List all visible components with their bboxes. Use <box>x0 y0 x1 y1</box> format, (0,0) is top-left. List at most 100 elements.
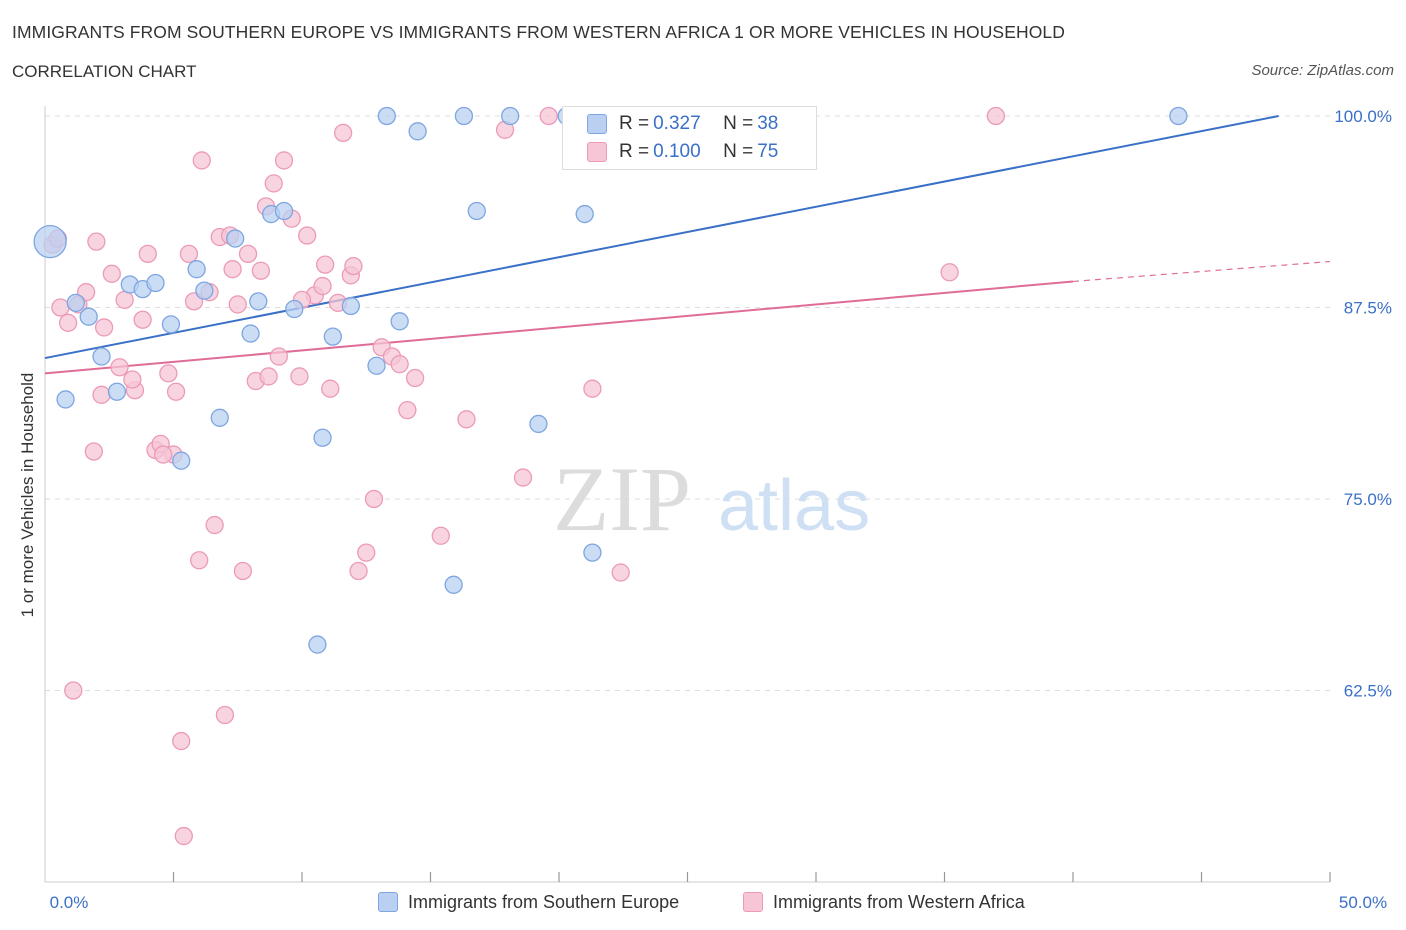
point-southern-europe <box>210 408 229 427</box>
point-western-africa <box>123 370 142 389</box>
point-western-africa <box>64 681 83 700</box>
trend-lines <box>44 115 1331 375</box>
point-western-africa <box>259 367 278 386</box>
point-southern-europe <box>241 324 260 343</box>
point-western-africa <box>390 355 409 374</box>
point-western-africa <box>233 561 253 581</box>
point-western-africa <box>274 151 294 170</box>
point-southern-europe <box>56 390 75 409</box>
watermark-zip: ZIP <box>553 448 691 550</box>
tick-labels: 62.5% 75.0% 87.5% 100.0% 0.0% 50.0% <box>50 107 1392 912</box>
x-tick-label: 0.0% <box>50 893 89 912</box>
point-western-africa <box>333 123 353 143</box>
legend-r-value: 0.100 <box>653 141 701 162</box>
point-western-africa <box>228 295 247 314</box>
legend-r-label: R = <box>619 113 650 134</box>
point-western-africa <box>205 515 224 535</box>
point-western-africa <box>87 232 106 251</box>
y-tick-label: 100.0% <box>1334 107 1392 126</box>
point-western-africa <box>357 543 376 562</box>
point-southern-europe <box>33 224 67 259</box>
point-southern-europe <box>444 575 463 594</box>
point-western-africa <box>269 347 289 366</box>
point-western-africa <box>192 151 211 170</box>
point-southern-europe <box>285 299 304 319</box>
legend-n-label: N = <box>723 141 754 162</box>
point-western-africa <box>313 276 332 296</box>
point-western-africa <box>51 298 70 317</box>
chart-title: IMMIGRANTS FROM SOUTHERN EUROPE VS IMMIG… <box>12 22 1065 42</box>
point-western-africa <box>290 367 309 386</box>
x-tick-label: 50.0% <box>1339 893 1387 912</box>
blue-swatch <box>378 892 398 912</box>
legend-label: Immigrants from Southern Europe <box>408 891 680 912</box>
point-southern-europe <box>79 307 98 326</box>
point-western-africa <box>174 826 193 846</box>
pink-swatch <box>743 892 763 912</box>
point-western-africa <box>190 551 209 570</box>
point-western-africa <box>159 364 178 383</box>
point-western-africa <box>138 244 157 264</box>
point-western-africa <box>457 410 476 429</box>
point-western-africa <box>315 255 335 274</box>
trend-line-western-africa-extension <box>1072 260 1331 283</box>
point-southern-europe <box>66 293 85 313</box>
point-western-africa <box>133 310 152 329</box>
point-southern-europe <box>575 204 594 224</box>
legend-n-label: N = <box>723 113 754 134</box>
point-southern-europe <box>501 106 520 126</box>
point-southern-europe <box>583 543 602 562</box>
y-tick-label: 62.5% <box>1344 682 1392 701</box>
point-western-africa <box>115 290 134 309</box>
point-southern-europe <box>390 312 409 331</box>
point-southern-europe <box>323 327 342 346</box>
point-western-africa <box>154 445 173 464</box>
point-western-africa <box>179 244 199 264</box>
data-points <box>33 106 1188 846</box>
point-western-africa <box>102 264 121 283</box>
point-western-africa <box>223 260 242 279</box>
point-western-africa <box>215 705 235 725</box>
point-western-africa <box>110 358 129 377</box>
point-western-africa <box>405 368 425 388</box>
point-western-africa <box>166 382 186 401</box>
point-western-africa <box>513 468 533 487</box>
point-southern-europe <box>454 106 474 126</box>
point-southern-europe <box>308 635 327 654</box>
point-southern-europe <box>377 106 396 126</box>
point-southern-europe <box>341 296 360 316</box>
point-southern-europe <box>1169 106 1188 126</box>
point-western-africa <box>297 226 317 245</box>
legend-label: Immigrants from Western Africa <box>773 891 1025 912</box>
point-western-africa <box>321 379 340 398</box>
legend-r-label: R = <box>619 141 650 162</box>
point-western-africa <box>264 174 283 193</box>
legend-item-southern-europe: Immigrants from Southern Europe <box>378 889 679 915</box>
point-southern-europe <box>367 356 386 375</box>
point-western-africa <box>84 442 103 461</box>
point-southern-europe <box>467 201 486 221</box>
chart-subtitle: CORRELATION CHART <box>12 62 197 81</box>
point-southern-europe <box>529 414 548 434</box>
point-southern-europe <box>195 281 214 300</box>
point-western-africa <box>172 731 191 751</box>
blue-swatch <box>587 114 607 134</box>
y-tick-label: 87.5% <box>1344 299 1392 318</box>
point-western-africa <box>92 385 111 404</box>
point-western-africa <box>986 106 1006 126</box>
point-southern-europe <box>161 315 181 334</box>
point-southern-europe <box>313 428 332 447</box>
watermark-atlas: atlas <box>718 466 870 546</box>
source-credit: Source: ZipAtlas.com <box>1251 62 1394 79</box>
point-western-africa <box>611 563 630 582</box>
point-western-africa <box>238 244 258 264</box>
point-western-africa <box>940 263 959 282</box>
point-western-africa <box>251 261 271 280</box>
point-western-africa <box>398 400 417 420</box>
point-western-africa <box>344 256 363 276</box>
point-western-africa <box>349 561 368 581</box>
point-southern-europe <box>274 201 294 221</box>
point-southern-europe <box>172 451 191 470</box>
trend-line-southern-europe <box>44 115 1279 360</box>
